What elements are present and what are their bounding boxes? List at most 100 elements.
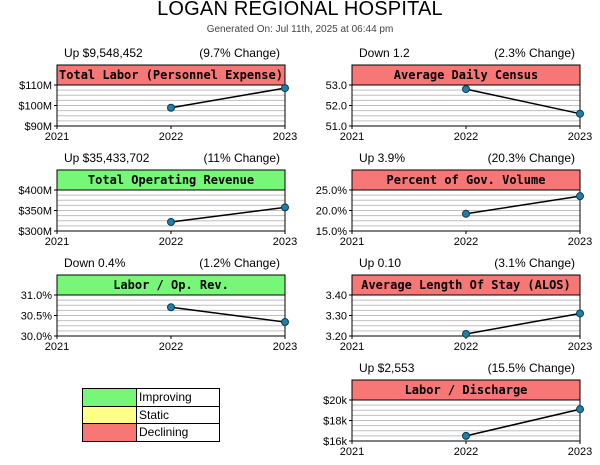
- chart-percent-of-gov-volume: Up 3.9% (20.3% Change) Percent of Gov. Vol…: [316, 151, 592, 248]
- x-tick-label: 2022: [454, 341, 478, 353]
- x-tick-label: 2023: [568, 236, 592, 248]
- chart-title: Labor / Discharge: [405, 383, 528, 397]
- x-tick-label: 2022: [454, 446, 478, 458]
- y-tick-label: 53.0: [326, 80, 347, 92]
- data-point: [281, 318, 289, 327]
- chart-title: Average Daily Census: [394, 68, 539, 82]
- series-line: [465, 88, 581, 115]
- y-tick-label: $18k: [323, 416, 347, 428]
- change-amount: Up $9,548,452: [64, 46, 143, 60]
- x-tick-label: 2023: [273, 341, 297, 353]
- x-tick-label: 2021: [45, 131, 69, 143]
- data-point: [167, 303, 175, 312]
- change-percent: (11% Change): [204, 151, 281, 165]
- legend-swatch-improving: [83, 389, 137, 406]
- x-tick-label: 2022: [454, 236, 478, 248]
- x-tick-label: 2021: [45, 236, 69, 248]
- x-tick-label: 2023: [273, 131, 297, 143]
- legend-item-improving: Improving: [83, 389, 219, 406]
- y-tick-label: 3.20: [326, 331, 347, 343]
- legend: Improving Static Declining: [82, 388, 220, 442]
- data-point: [462, 329, 470, 338]
- series-line: [170, 87, 286, 109]
- change-amount: Up $2,553: [359, 361, 415, 375]
- chart-title: Average Length Of Stay (ALOS): [361, 278, 571, 292]
- change-amount: Up $35,433,702: [64, 151, 150, 165]
- legend-label-declining: Declining: [139, 425, 189, 439]
- series-line: [465, 408, 581, 437]
- change-percent: (9.7% Change): [199, 46, 280, 60]
- change-amount: Up 3.9%: [359, 151, 405, 165]
- chart-average-length-of-stay-alos: Up 0.10 (3.1% Change) Average Length Of St…: [326, 256, 593, 353]
- y-tick-label: 3.30: [326, 311, 347, 323]
- x-tick-label: 2023: [568, 131, 592, 143]
- x-tick-label: 2021: [45, 341, 69, 353]
- generated-timestamp: Generated On: Jul 11th, 2025 at 06:44 pm: [206, 24, 394, 35]
- y-tick-label: 25.0%: [316, 185, 347, 197]
- y-tick-label: $16k: [323, 436, 347, 448]
- y-tick-label: 30.0%: [21, 331, 52, 343]
- y-tick-label: 3.40: [326, 290, 347, 302]
- x-tick-label: 2021: [340, 446, 364, 458]
- legend-label-improving: Improving: [139, 390, 192, 404]
- change-amount: Down 1.2: [359, 46, 410, 60]
- y-tick-label: 30.5%: [21, 311, 52, 323]
- data-point: [576, 192, 584, 201]
- change-amount: Up 0.10: [359, 256, 401, 270]
- y-tick-label: 15.0%: [316, 226, 347, 238]
- x-tick-label: 2023: [568, 446, 592, 458]
- x-tick-label: 2022: [159, 341, 183, 353]
- data-point: [167, 103, 175, 112]
- data-point: [167, 217, 175, 226]
- data-point: [576, 109, 584, 118]
- y-tick-label: 31.0%: [21, 290, 52, 302]
- x-tick-label: 2023: [568, 341, 592, 353]
- chart-title: Percent of Gov. Volume: [387, 173, 546, 187]
- data-point: [462, 85, 470, 94]
- y-tick-label: $400M: [18, 185, 52, 197]
- chart-labor-discharge: Up $2,553 (15.5% Change) Labor / Discharge…: [323, 361, 592, 458]
- data-point: [576, 309, 584, 318]
- x-tick-label: 2021: [340, 236, 364, 248]
- chart-title: Total Labor (Personnel Expense): [59, 68, 283, 82]
- change-percent: (1.2% Change): [199, 256, 280, 270]
- y-tick-label: $90M: [24, 121, 52, 133]
- change-percent: (15.5% Change): [488, 361, 575, 375]
- y-tick-label: 51.0: [326, 121, 347, 133]
- data-point: [576, 405, 584, 414]
- chart-total-labor-personnel-expense: Up $9,548,452 (9.7% Change) Total Labor (P…: [18, 46, 297, 143]
- page-title: LOGAN REGIONAL HOSPITAL: [157, 0, 443, 20]
- legend-label-static: Static: [139, 408, 170, 422]
- data-point: [281, 84, 289, 93]
- series-line: [465, 312, 581, 335]
- y-tick-label: $100M: [18, 101, 52, 113]
- x-tick-label: 2021: [340, 131, 364, 143]
- legend-item-declining: Declining: [83, 423, 219, 441]
- y-tick-label: $300M: [18, 226, 52, 238]
- change-percent: (3.1% Change): [494, 256, 575, 270]
- y-tick-label: $110M: [19, 80, 52, 92]
- x-tick-label: 2023: [273, 236, 297, 248]
- chart-title: Labor / Op. Rev.: [113, 278, 229, 292]
- change-percent: (20.3% Change): [488, 151, 575, 165]
- series-line: [170, 206, 286, 223]
- chart-total-operating-revenue: Up $35,433,702 (11% Change) Total Operatin…: [18, 151, 297, 248]
- change-amount: Down 0.4%: [64, 256, 126, 270]
- data-point: [462, 431, 470, 440]
- legend-swatch-declining: [83, 424, 137, 441]
- x-tick-label: 2022: [159, 131, 183, 143]
- change-percent: (2.3% Change): [494, 46, 575, 60]
- legend-item-static: Static: [83, 406, 219, 424]
- y-tick-label: 52.0: [326, 101, 347, 113]
- series-line: [465, 195, 581, 215]
- y-tick-label: 20.0%: [316, 206, 347, 218]
- chart-title: Total Operating Revenue: [88, 173, 254, 187]
- data-point: [281, 203, 289, 212]
- chart-average-daily-census: Down 1.2 (2.3% Change) Average Daily Censu…: [326, 46, 593, 143]
- y-tick-label: $350M: [18, 206, 52, 218]
- data-point: [462, 209, 470, 218]
- x-tick-label: 2021: [340, 341, 364, 353]
- y-tick-label: $20k: [323, 395, 347, 407]
- series-line: [170, 306, 286, 323]
